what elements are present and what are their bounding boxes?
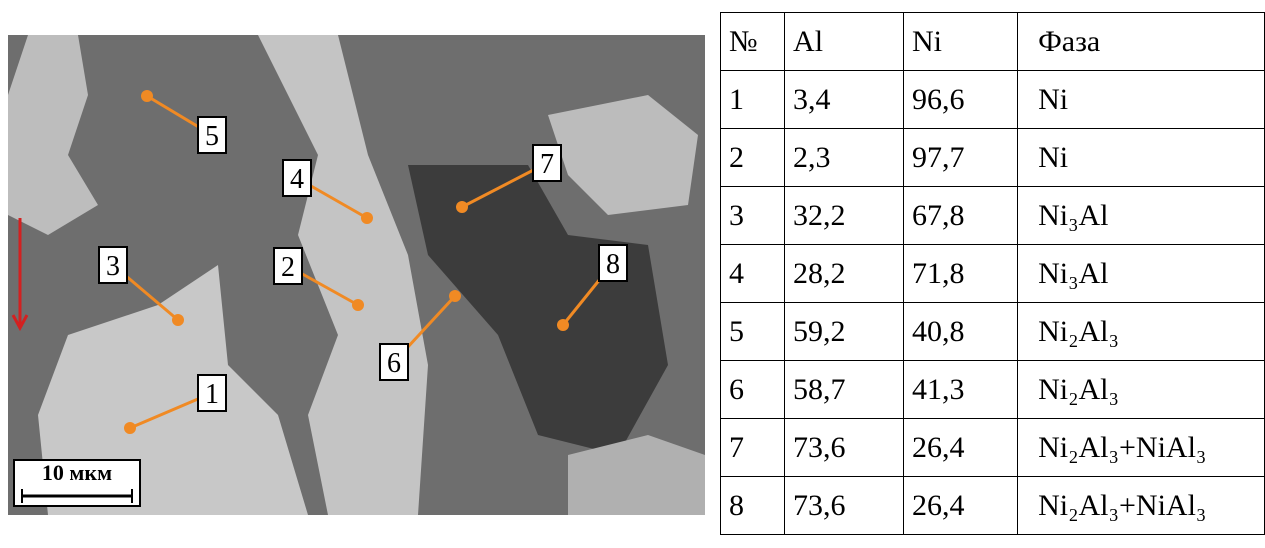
table-cell: 41,3 [903,361,1017,419]
point-label: 5 [205,121,219,152]
point-label: 4 [290,164,304,195]
table-cell: 8 [721,477,785,535]
table-cell: 1 [721,71,785,129]
point-marker [557,319,569,331]
table-cell: 32,2 [785,187,904,245]
table-cell: 67,8 [903,187,1017,245]
table-cell: Al [785,13,904,71]
table-cell: 26,4 [903,419,1017,477]
table-cell: Ni₃Al [1018,245,1265,303]
table-cell: 7 [721,419,785,477]
table-cell: 97,7 [903,129,1017,187]
point-label: 3 [106,251,120,282]
table-cell: 2,3 [785,129,904,187]
table-cell: 28,2 [785,245,904,303]
micrograph: 1 2 3 4 5 6 7 8 10 мкм [8,35,705,515]
table-cell: 40,8 [903,303,1017,361]
point-marker [124,422,136,434]
table-cell: 2 [721,129,785,187]
point-label: 6 [387,348,401,379]
table-cell: 58,7 [785,361,904,419]
point-marker [449,290,461,302]
table-cell: 59,2 [785,303,904,361]
figure: 12345678 10 мкм №AlNiФаза13,496,6Ni22,39… [0,0,1265,548]
table-cell: 3 [721,187,785,245]
table-cell: 26,4 [903,477,1017,535]
table-cell: 73,6 [785,477,904,535]
point-label: 7 [540,149,554,180]
point-marker [456,201,468,213]
point-label: 1 [205,379,219,410]
table-cell: Ni₂Al₃ [1018,303,1265,361]
table-cell: Ni₂Al₃+NiAl₃ [1018,419,1265,477]
table-cell: Ni₂Al₃+NiAl₃ [1018,477,1265,535]
point-marker [141,90,153,102]
point-marker [352,299,364,311]
table-cell: Ni [1018,129,1265,187]
table-cell: Ni [1018,71,1265,129]
table-cell: 6 [721,361,785,419]
table-cell: 5 [721,303,785,361]
table-cell: Ni₃Al [1018,187,1265,245]
table-cell: 4 [721,245,785,303]
table-cell: Ni [903,13,1017,71]
table-cell: 71,8 [903,245,1017,303]
scale-bar-label: 10 мкм [42,460,112,485]
table-cell: 73,6 [785,419,904,477]
point-marker [172,314,184,326]
point-label: 2 [281,252,295,283]
table-cell: 96,6 [903,71,1017,129]
table-cell: Фаза [1018,13,1265,71]
point-marker [361,212,373,224]
table-cell: Ni₂Al₃ [1018,361,1265,419]
table-cell: № [721,13,785,71]
point-label: 8 [606,249,620,280]
table-cell: 3,4 [785,71,904,129]
